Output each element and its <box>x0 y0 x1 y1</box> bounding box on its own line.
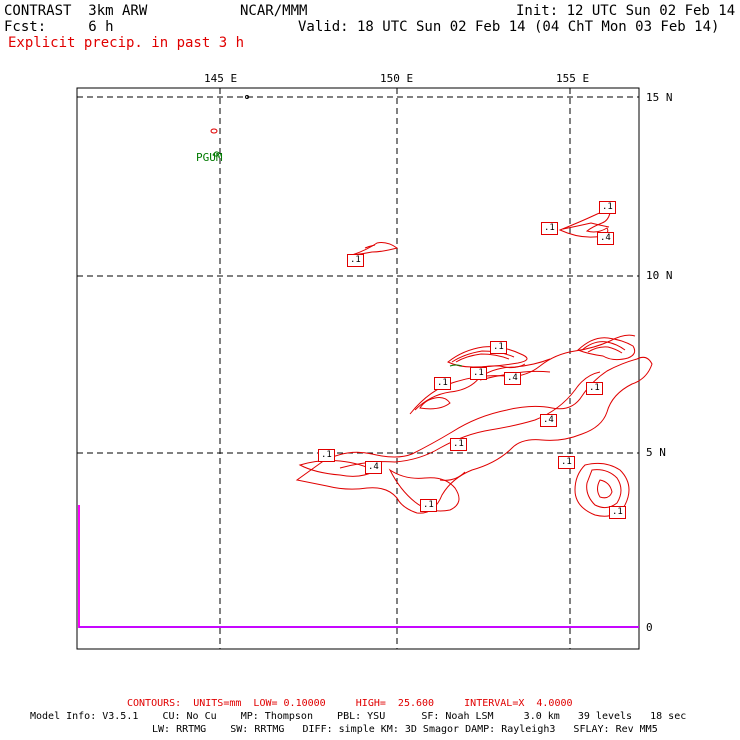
contour-label: .1 <box>586 382 603 395</box>
contour-label: .4 <box>597 232 614 245</box>
forecast-hour: Fcst: 6 h <box>4 19 114 35</box>
valid-time: Valid: 18 UTC Sun 02 Feb 14 (04 ChT Mon … <box>298 19 720 35</box>
lon-label-145: 145 E <box>204 72 238 85</box>
contour-label: .1 <box>558 456 575 469</box>
precip-contours <box>295 211 653 517</box>
lon-label-150: 150 E <box>380 72 414 85</box>
model-info-line2: LW: RRTMG SW: RRTMG DIFF: simple KM: 3D … <box>152 724 658 735</box>
contour-label: .1 <box>541 222 558 235</box>
field-title: Explicit precip. in past 3 h <box>8 35 245 51</box>
lat-label-5n: 5 N <box>646 446 666 459</box>
boundary-line <box>78 505 639 628</box>
contour-label: .1 <box>450 438 467 451</box>
guam-coast <box>212 151 220 157</box>
contour-label: .1 <box>347 254 364 267</box>
contour-info: CONTOURS: UNITS=mm LOW= 0.10000 HIGH= 25… <box>127 698 573 709</box>
org-label: NCAR/MMM <box>240 3 308 19</box>
station-label-pgum: PGUM <box>196 151 223 164</box>
contour-label: .4 <box>504 372 521 385</box>
guam-contour <box>210 128 218 134</box>
contour-label: .1 <box>434 377 451 390</box>
domain-boundary <box>78 505 639 628</box>
lat-label-10n: 10 N <box>646 269 673 282</box>
contour-label: .1 <box>599 201 616 214</box>
lat-label-15n: 15 N <box>646 91 673 104</box>
contour-label: .1 <box>318 449 335 462</box>
lon-label-155: 155 E <box>556 72 590 85</box>
island-mark <box>245 95 249 99</box>
contour-label: .4 <box>540 414 557 427</box>
contour-label: .1 <box>470 367 487 380</box>
lat-lon-grid <box>77 88 639 649</box>
model-title: CONTRAST 3km ARW <box>4 3 148 19</box>
contour-label: .1 <box>420 499 437 512</box>
model-info-line1: Model Info: V3.5.1 CU: No Cu MP: Thompso… <box>30 711 687 722</box>
lat-label-0: 0 <box>646 621 653 634</box>
contour-label: .1 <box>609 506 626 519</box>
map-frame <box>76 87 640 650</box>
init-time: Init: 12 UTC Sun 02 Feb 14 <box>516 3 736 19</box>
coastline-marks <box>449 364 463 367</box>
contour-label: .4 <box>365 461 382 474</box>
contour-label: .1 <box>490 341 507 354</box>
